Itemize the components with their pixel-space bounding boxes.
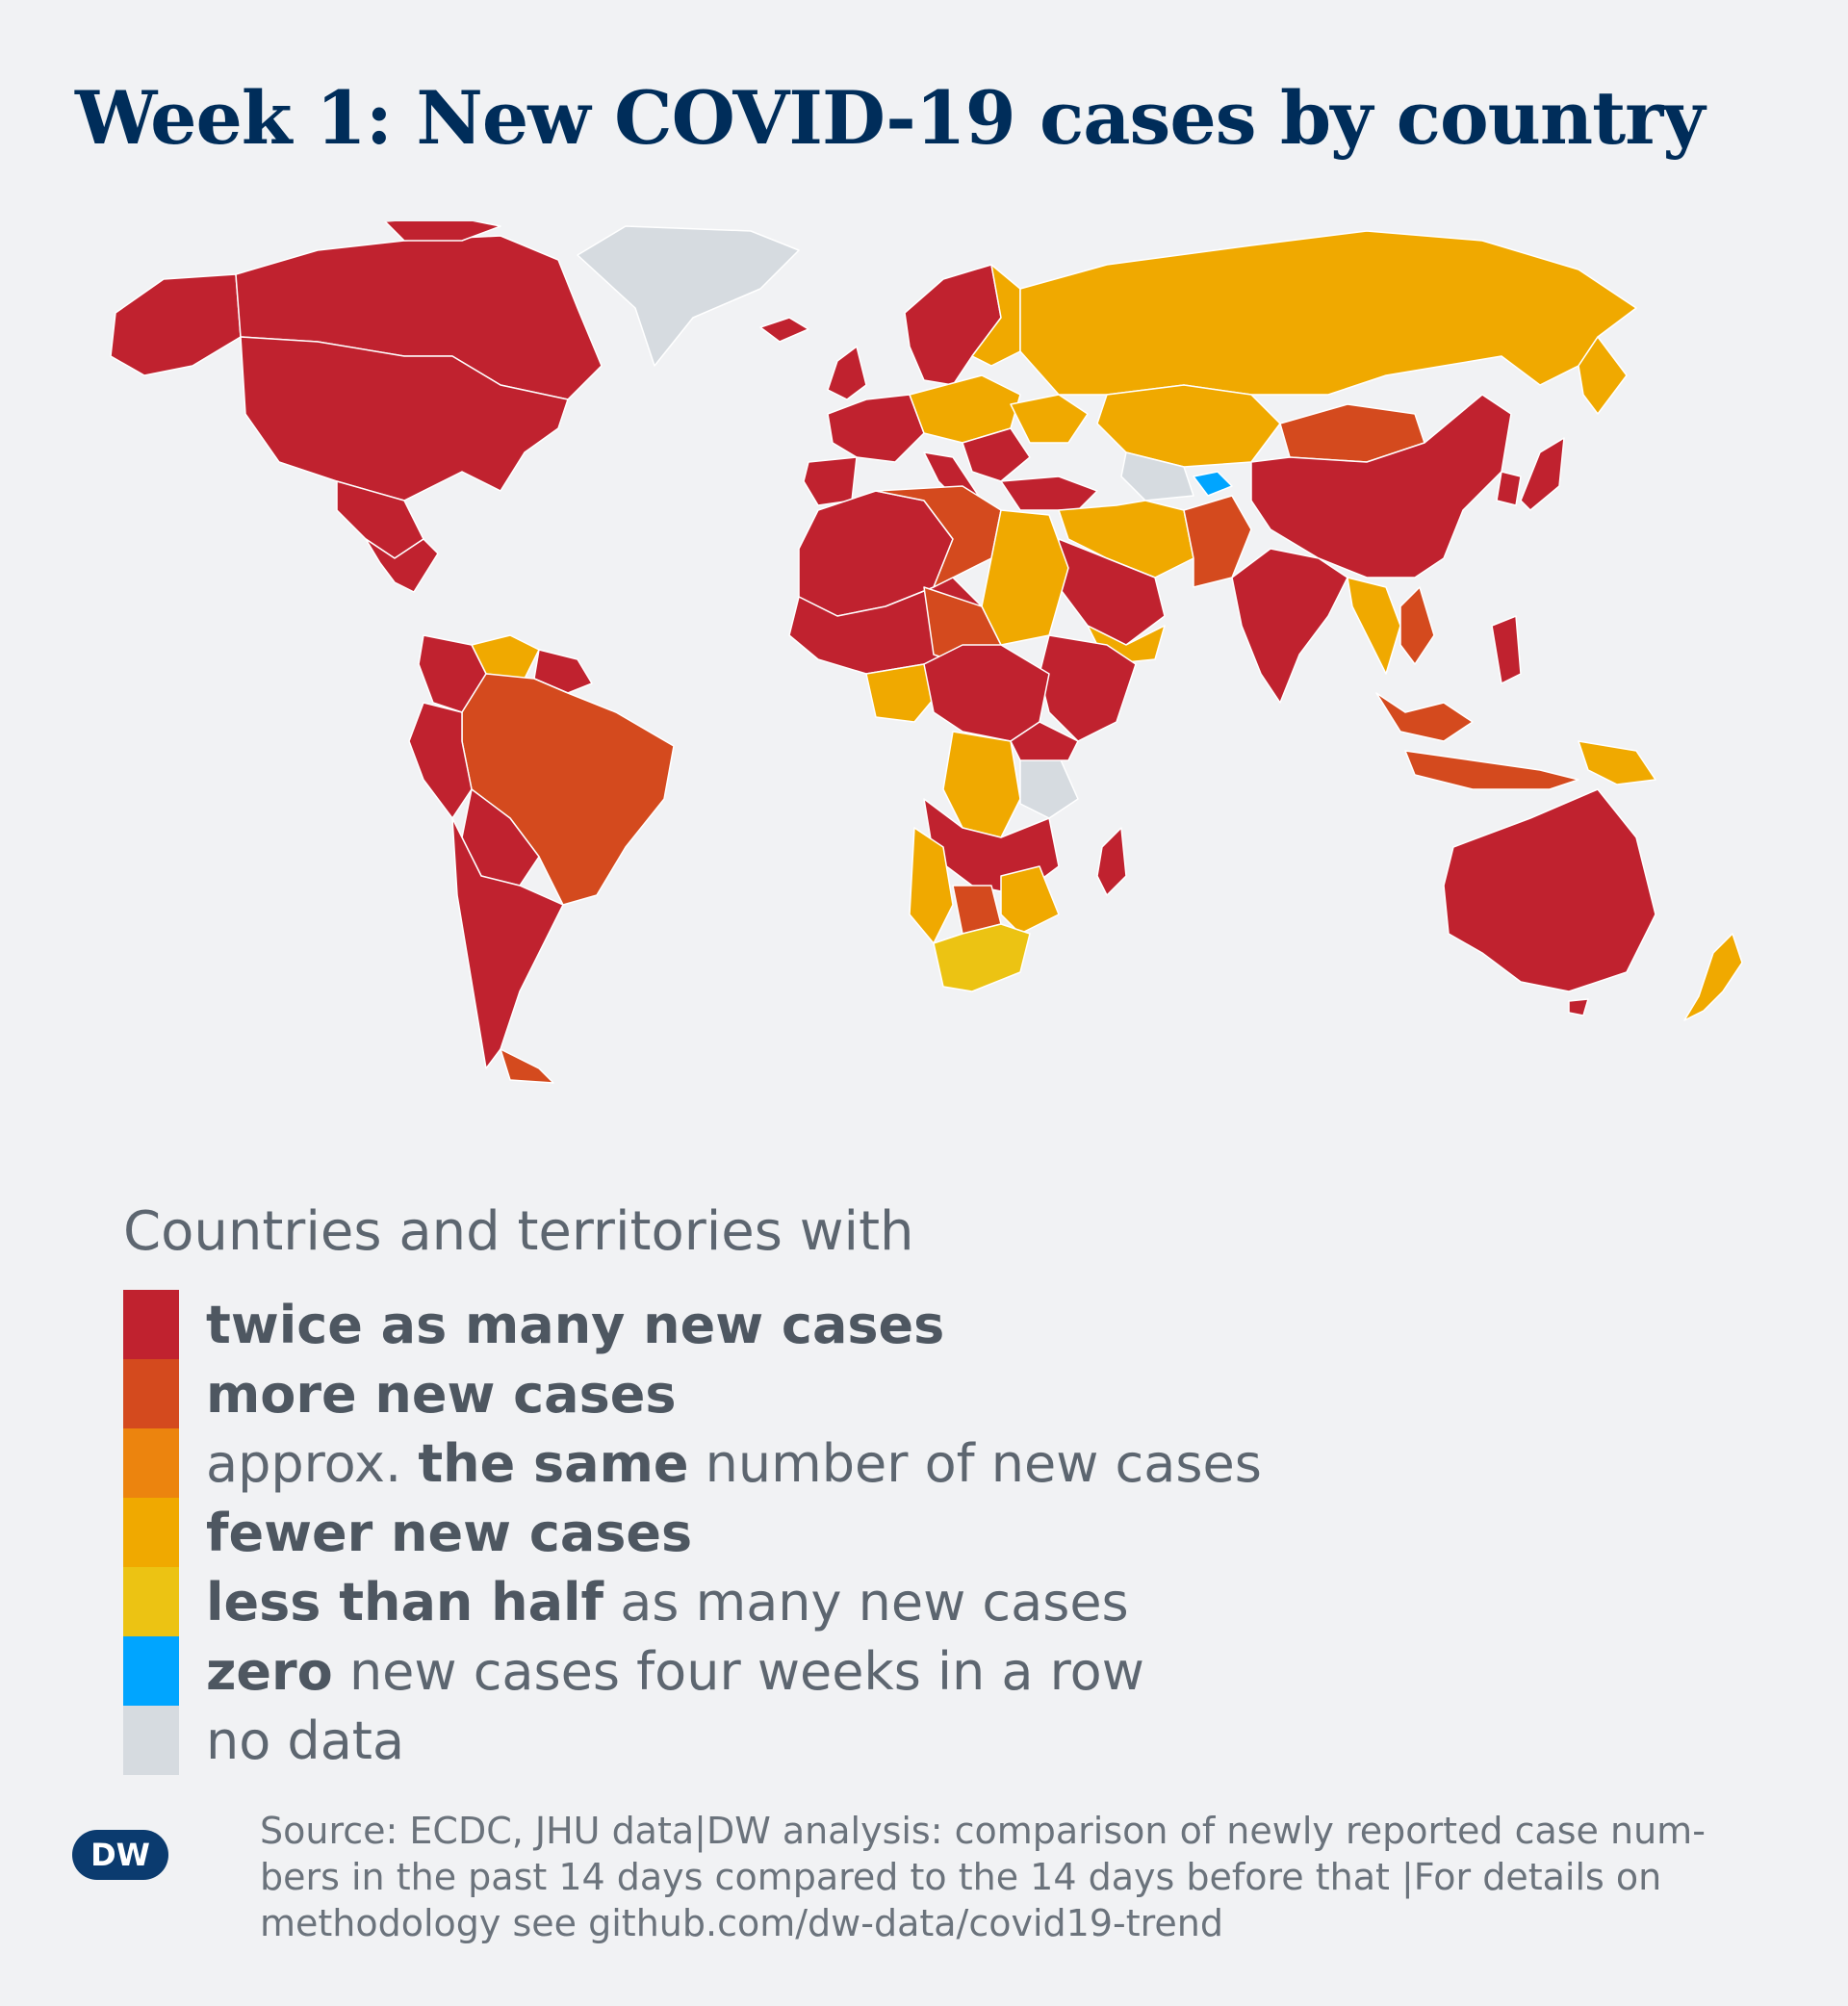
region-new-zealand (1683, 933, 1743, 1021)
legend-label: twice as many new cases (206, 1295, 944, 1355)
region-iceland (759, 317, 809, 343)
region-myanmar-thailand (1347, 577, 1401, 675)
region-greenland (577, 225, 800, 367)
legend-label: approx. the same number of new cases (206, 1433, 1262, 1494)
region-saudi-arabia (1058, 538, 1166, 646)
legend-item-same: approx. the same number of new cases (123, 1428, 1759, 1498)
legend-label: fewer new cases (206, 1503, 692, 1563)
region-south-africa (933, 923, 1031, 992)
region-vietnam-cambodia (1399, 586, 1435, 665)
source-line-3: methodology see github.com/dw-data/covid… (260, 1902, 1223, 1944)
region-russia-east (1578, 336, 1628, 415)
region-papua (1578, 740, 1656, 785)
legend-item-more: more new cases (123, 1359, 1759, 1428)
region-western-europe (827, 394, 925, 463)
region-kazakhstan-central-asia (1096, 384, 1281, 468)
footer: DW Source: ECDC, JHU data|DW analysis: c… (71, 1808, 1804, 1944)
region-central-africa (923, 644, 1050, 742)
region-tanzania (1019, 755, 1079, 819)
region-uk-ireland (827, 346, 867, 400)
world-map (110, 221, 1743, 1084)
legend-label: more new cases (206, 1364, 677, 1425)
region-usa (240, 336, 569, 502)
legend-label-bold: zero (206, 1640, 333, 1702)
region-turkey (1000, 476, 1098, 511)
legend-swatch (123, 1498, 179, 1567)
legend-heading: Countries and territories with (123, 1200, 914, 1263)
region-turkmenistan-uzbekistan (1120, 451, 1194, 502)
legend-item-twice: twice as many new cases (123, 1290, 1759, 1359)
legend: Countries and territories with twice as … (123, 1194, 1759, 1775)
region-guianas (533, 649, 593, 694)
region-iberia (803, 456, 858, 506)
dw-logo-icon: DW (72, 1830, 168, 1880)
legend-label-post: number of new cases (688, 1432, 1262, 1494)
region-canada-arctic (384, 221, 501, 242)
legend-items: twice as many new cases more new cases app… (123, 1290, 1759, 1775)
legend-label-post: new cases four weeks in a row (332, 1640, 1144, 1702)
legend-item-zero: zero new cases four weeks in a row (123, 1636, 1759, 1706)
legend-swatch (123, 1428, 179, 1498)
region-philippines (1491, 615, 1522, 684)
legend-label-bold: less than half (206, 1571, 604, 1633)
legend-swatch (123, 1567, 179, 1636)
legend-label: no data (206, 1710, 404, 1771)
region-russia (1019, 230, 1637, 396)
legend-label-bold: the same (418, 1432, 689, 1494)
region-malaysia (1375, 692, 1474, 742)
region-nigeria (865, 663, 939, 723)
region-madagascar (1096, 827, 1127, 896)
legend-swatch (123, 1636, 179, 1706)
region-east-africa (1010, 721, 1079, 761)
region-zimbabwe-mozambique (1000, 865, 1060, 935)
page-title: Week 1: New COVID-19 cases by country (75, 75, 1705, 161)
legend-item-fewer: fewer new cases (123, 1498, 1759, 1567)
legend-label-post: as many new cases (603, 1571, 1129, 1633)
region-egypt-sudan (981, 509, 1069, 646)
region-angola-namibia (909, 827, 954, 944)
source-line-1: Source: ECDC, JHU data|DW analysis: comp… (260, 1810, 1706, 1852)
legend-swatch (123, 1706, 179, 1775)
region-ukraine (1010, 394, 1089, 444)
region-scandinavia (904, 264, 1002, 386)
source-note: Source: ECDC, JHU data|DW analysis: comp… (260, 1808, 1800, 1946)
legend-swatch (123, 1290, 179, 1359)
region-japan (1520, 437, 1565, 511)
region-china (1250, 394, 1512, 579)
region-central-america (365, 538, 439, 593)
region-alaska (110, 273, 242, 376)
legend-label-pre: approx. (206, 1432, 419, 1494)
legend-swatch (123, 1359, 179, 1428)
region-tajikistan-kyrgyzstan (1193, 471, 1233, 497)
legend-item-no-data: no data (123, 1706, 1759, 1775)
source-line-2: bers in the past 14 days compared to the… (260, 1856, 1662, 1898)
legend-label-bold: twice as many new cases (206, 1294, 945, 1355)
region-indonesia (1404, 750, 1579, 790)
legend-item-less-half: less than half as many new cases (123, 1567, 1759, 1636)
region-korea (1496, 471, 1522, 506)
legend-label-bold: fewer new cases (206, 1502, 693, 1563)
legend-label: zero new cases four weeks in a row (206, 1641, 1144, 1702)
region-balkans (962, 427, 1031, 482)
legend-label-pre: no data (206, 1710, 405, 1771)
region-patagonia (500, 1048, 554, 1084)
dw-logo-text: DW (90, 1837, 150, 1873)
region-india (1231, 548, 1348, 704)
region-tasmania (1568, 998, 1589, 1016)
legend-label-bold: more new cases (206, 1363, 677, 1425)
region-argentina-chile (451, 817, 564, 1069)
legend-label: less than half as many new cases (206, 1572, 1129, 1633)
region-australia (1443, 788, 1656, 992)
region-peru (408, 702, 473, 819)
